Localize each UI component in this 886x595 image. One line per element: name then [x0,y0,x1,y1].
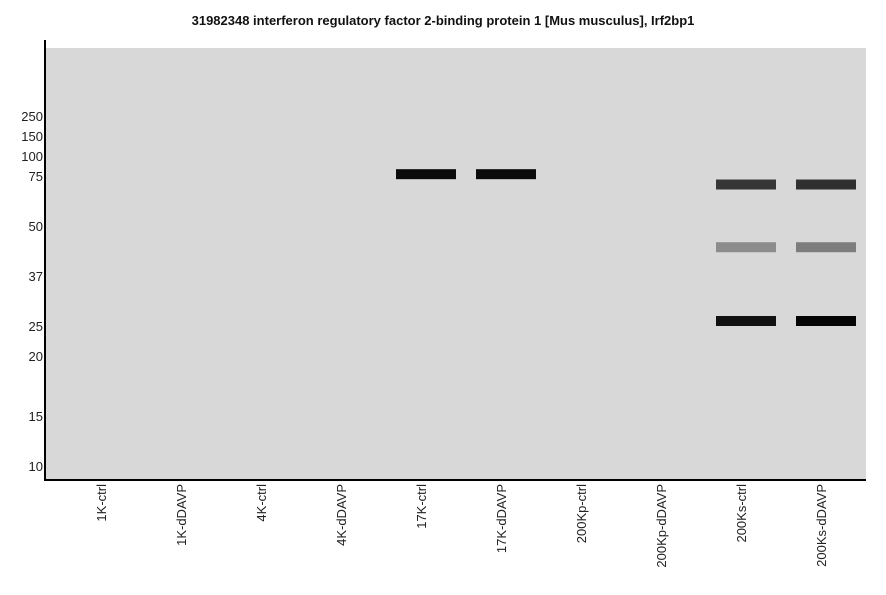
blot-membrane [46,48,866,479]
lane-label: 200Ks-ctrl [734,484,749,543]
y-tick-label: 150 [21,129,43,144]
lane-label: 1K-ctrl [94,484,109,522]
band [796,179,856,190]
y-tick-label: 20 [29,349,43,364]
band [796,242,856,253]
y-tick-label: 75 [29,169,43,184]
band [796,315,856,326]
band [396,169,456,180]
y-tick-label: 25 [29,319,43,334]
y-tick-label: 15 [29,409,43,424]
chart-title: 31982348 interferon regulatory factor 2-… [192,13,695,28]
y-tick-label: 37 [29,269,43,284]
lane-label: 200Ks-dDAVP [814,484,829,567]
band [716,242,776,253]
lane-label: 200Kp-ctrl [574,484,589,543]
lane-label: 17K-dDAVP [494,484,509,553]
y-tick-label: 250 [21,109,43,124]
lane-label: 200Kp-dDAVP [654,484,669,568]
bands-layer [396,169,856,326]
y-tick-label: 10 [29,459,43,474]
lane-label: 4K-ctrl [254,484,269,522]
y-tick-label: 50 [29,219,43,234]
y-tick-labels: 250 150 100 75 50 37 25 20 15 10 [21,109,43,474]
lane-label: 1K-dDAVP [174,484,189,546]
lane-label: 17K-ctrl [414,484,429,529]
band [716,179,776,190]
band [716,315,776,326]
band [476,169,536,180]
y-tick-label: 100 [21,149,43,164]
lane-label: 4K-dDAVP [334,484,349,546]
lane-labels: 1K-ctrl 1K-dDAVP 4K-ctrl 4K-dDAVP 17K-ctrl 17… [94,484,829,568]
